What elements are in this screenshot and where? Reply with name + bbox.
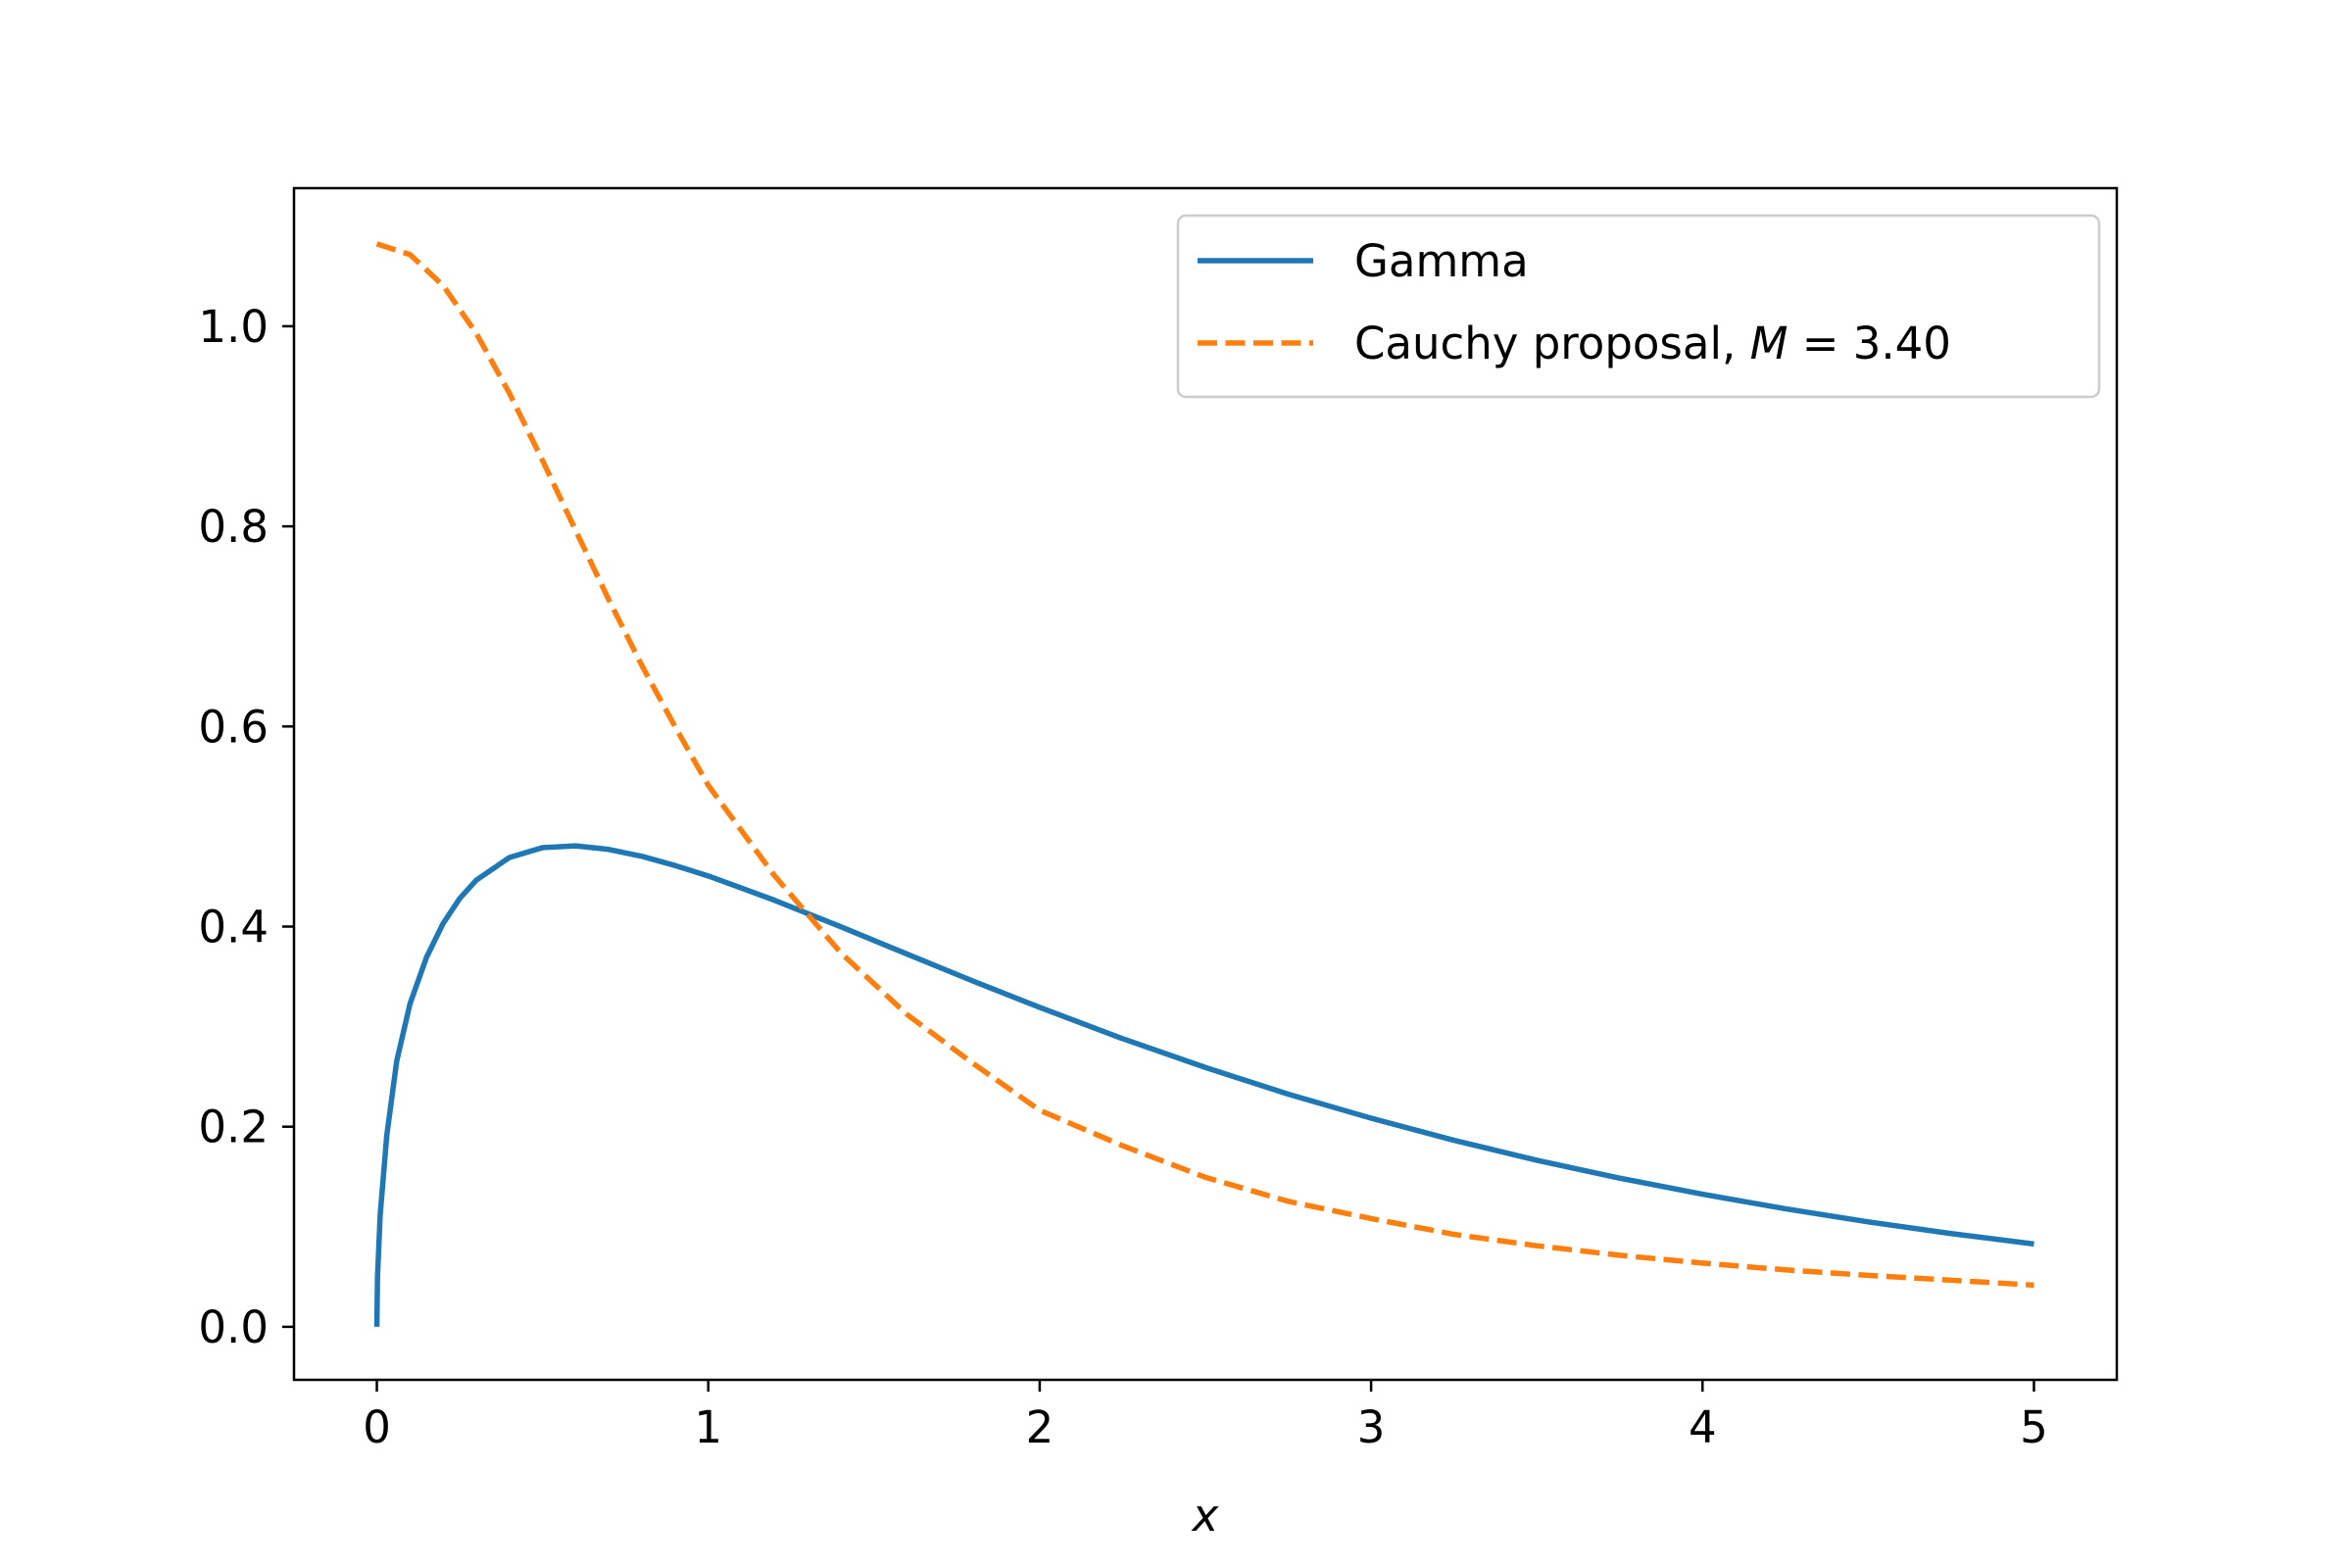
- y-tick-label: 0.2: [198, 1102, 269, 1153]
- legend-label-cauchy-symbol: M: [1750, 318, 1788, 369]
- x-axis-label: x: [1191, 1490, 1219, 1542]
- x-tick-label: 0: [363, 1401, 391, 1453]
- x-tick-label: 3: [1357, 1401, 1386, 1453]
- legend-label-cauchy-value: = 3.40: [1788, 318, 1951, 369]
- x-tick-label: 1: [694, 1401, 722, 1453]
- legend-box: [1176, 214, 2101, 399]
- legend: Gamma Cauchy proposal, M = 3.40: [1176, 214, 2101, 399]
- legend-label-cauchy: Cauchy proposal, M = 3.40: [1354, 318, 1951, 369]
- y-tick-label: 1.0: [198, 301, 269, 353]
- y-tick-label: 0.4: [198, 901, 269, 953]
- x-tick-label: 5: [2020, 1401, 2048, 1453]
- series-line-gamma: [373, 843, 2034, 1327]
- y-axis: 0.0 0.2 0.4 0.6 0.8 1.0: [198, 301, 294, 1353]
- y-tick-label: 0.8: [198, 501, 269, 553]
- y-tick-label: 0.0: [198, 1301, 269, 1353]
- legend-label-cauchy-text: Cauchy proposal,: [1354, 318, 1750, 369]
- x-axis: 0 1 2 3 4 5: [363, 1380, 2048, 1453]
- y-tick-label: 0.6: [198, 701, 269, 753]
- x-tick-label: 4: [1689, 1401, 1717, 1453]
- plot-lines: [373, 241, 2034, 1327]
- series-line-cauchy: [375, 241, 2034, 1289]
- legend-label-gamma: Gamma: [1354, 235, 1529, 287]
- x-tick-label: 2: [1026, 1401, 1054, 1453]
- axes-frame: [292, 186, 2119, 1382]
